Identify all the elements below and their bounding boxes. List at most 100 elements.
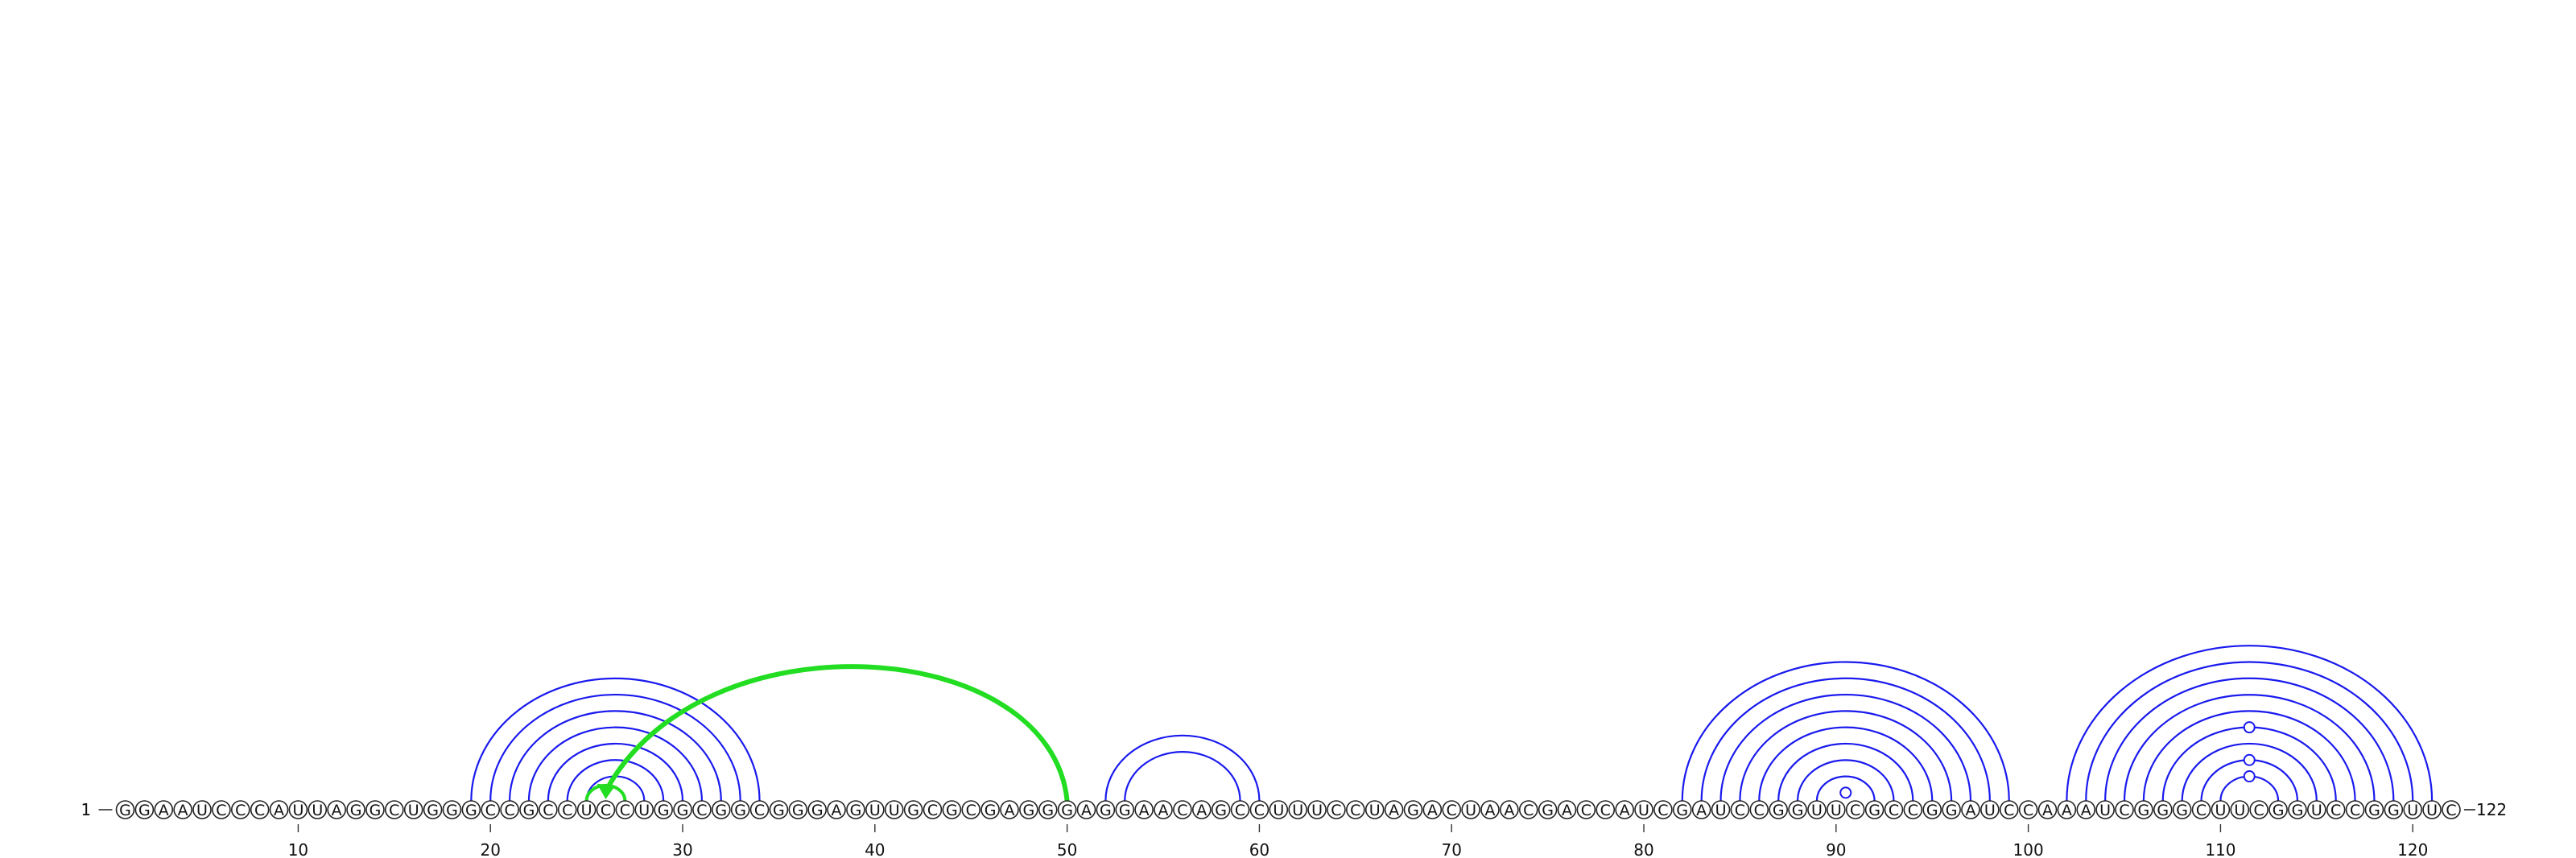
nucleotide-circle [1307,800,1327,819]
nucleotide-circle [769,800,789,819]
nucleotide-letter: U [312,802,323,819]
nucleotide-65: C [1346,800,1365,819]
axis-tick-label-120: 120 [2397,840,2428,858]
nucleotide-letter: G [1407,802,1419,819]
nucleotide-122: C [2442,800,2461,819]
axis-tick-label-70: 70 [1441,840,1461,858]
nucleotide-29: G [654,800,673,819]
nucleotide-104: U [2095,800,2115,819]
nucleotide-circle [1384,800,1404,819]
nucleotide-circle [500,800,519,819]
nucleotide-circle [827,800,846,819]
nucleotide-letter: C [1447,802,1457,819]
nucleotide-circle [576,800,597,819]
nucleotide-circle [961,800,981,819]
nucleotide-circle [1961,800,1980,819]
nucleotide-circle [1019,800,1038,819]
nucleotide-letter: U [408,802,419,819]
nucleotide-76: A [1557,800,1577,819]
nucleotide-circle [846,800,865,819]
nucleotide-circle [749,800,770,819]
axis-tick-label-10: 10 [288,840,308,858]
nucleotide-99: C [1999,800,2019,819]
nucleotide-117: C [2345,800,2365,819]
nucleotide-circle [730,800,750,819]
base-pair-arc-102-121 [2066,645,2434,802]
nucleotide-circle [1864,800,1885,819]
nucleotide-letter: C [1177,802,1187,819]
nucleotide-circle [173,800,192,819]
backbone-layer: 1 122 [81,800,2508,819]
nucleotide-50: G [1057,800,1077,819]
nucleotide-letter: A [1504,802,1514,819]
nucleotide-letter: G [1022,802,1034,819]
nucleotide-28: U [634,800,654,819]
base-pair-arc-108-115 [2181,742,2318,802]
nucleotide-letter: C [504,802,514,819]
nucleotide-91: C [1845,800,1865,819]
nucleotide-72: A [1480,800,1500,819]
nucleotide-circle [1884,800,1904,819]
nucleotide-letter: G [1061,802,1073,819]
axis-tick-label-90: 90 [1826,840,1846,858]
nucleotide-circle [711,800,731,819]
nucleotide-letter: G [985,802,997,819]
nucleotide-57: A [1191,800,1212,819]
nucleotide-circle [269,800,289,819]
nucleotide-10: U [288,800,308,819]
nucleotide-40: U [865,800,885,819]
nucleotide-93: C [1884,800,1904,819]
nucleotide-circle [865,800,885,819]
nucleotide-16: U [403,800,423,819]
nucleotide-23: C [539,800,558,819]
position-axis: 10 20 30 40 50 60 70 80 90 100 110 120 [288,824,2428,858]
nucleotide-letter: U [1292,802,1303,819]
nucleotide-letter: A [1389,802,1399,819]
nucleotide-letter: A [178,802,188,819]
nucleotide-49: G [1038,800,1058,819]
nucleotide-letter: C [2350,802,2360,819]
nucleotide-circle [1346,800,1365,819]
nucleotide-80: U [1634,800,1653,819]
nucleotide-letter: U [1811,802,1823,819]
nucleotide-circle [327,800,346,819]
nucleotide-52: G [1096,800,1116,819]
nucleotide-letter: G [2388,802,2400,819]
nucleotide-46: G [980,800,1000,819]
nucleotide-90: U [1827,800,1846,819]
nucleotide-letter: G [1926,802,1938,819]
nucleotide-letter: G [658,802,670,819]
nucleotide-circle [903,800,923,819]
nucleotide-letter: U [292,802,303,819]
nucleotide-letter: C [1331,802,1341,819]
nucleotide-letter: U [1715,802,1727,819]
nucleotide-89: U [1807,800,1827,819]
nucleotide-circle [2018,800,2038,819]
base-pair-arc-22-31 [527,726,703,802]
noncanonical-pair-marker-107-116 [2243,721,2256,734]
nucleotide-17: G [423,800,443,819]
axis-tick-label-100: 100 [2013,840,2044,858]
nucleotide-circle [250,800,270,819]
nucleotide-114: G [2288,800,2307,819]
arcs-layer [470,645,2434,802]
nucleotide-circle [1634,800,1653,819]
nucleotide-42: G [903,800,923,819]
base-pair-arc-20-33 [489,694,741,802]
nucleotide-circle [615,800,635,819]
nucleotide-circle [2326,800,2346,819]
nucleotide-85: C [1730,800,1750,819]
nucleotide-letter: C [2330,802,2341,819]
sequence-start-label: 1 [81,800,92,819]
nucleotide-circle [385,800,404,819]
nucleotide-letter: U [196,802,208,819]
nucleotide-circle [1269,800,1289,819]
nucleotide-letter: G [119,802,131,819]
nucleotide-25: U [576,800,597,819]
nucleotide-circle [1788,800,1807,819]
nucleotide-38: A [827,800,846,819]
nucleotide-111: U [2230,800,2250,819]
nucleotide-circle [154,800,174,819]
nucleotide-circle [2134,800,2153,819]
nucleotide-circle [634,800,654,819]
